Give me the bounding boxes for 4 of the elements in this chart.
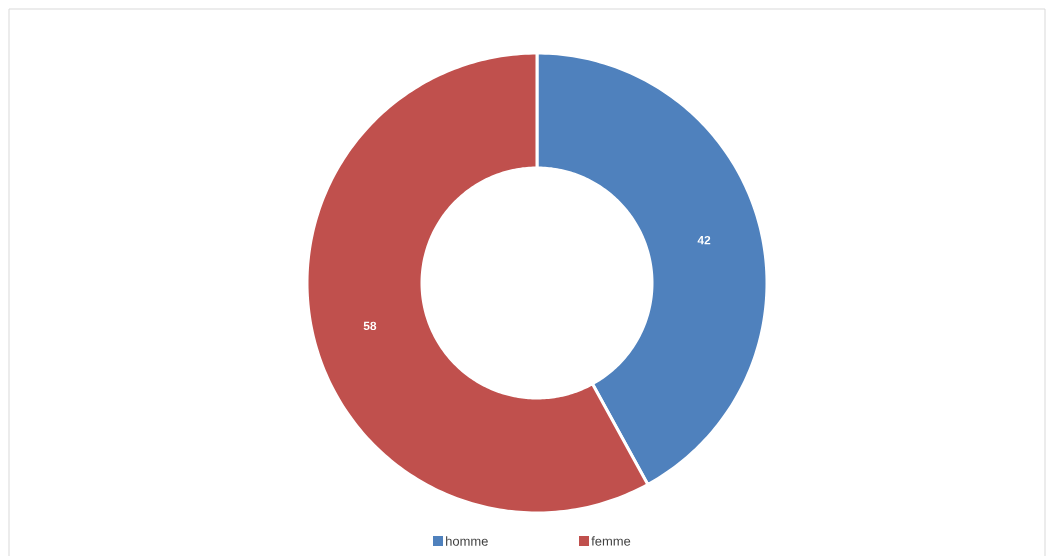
data-label: 58 (363, 321, 377, 331)
data-label: 42 (697, 235, 711, 245)
legend-label: femme (591, 536, 631, 546)
legend-label: homme (446, 536, 488, 546)
